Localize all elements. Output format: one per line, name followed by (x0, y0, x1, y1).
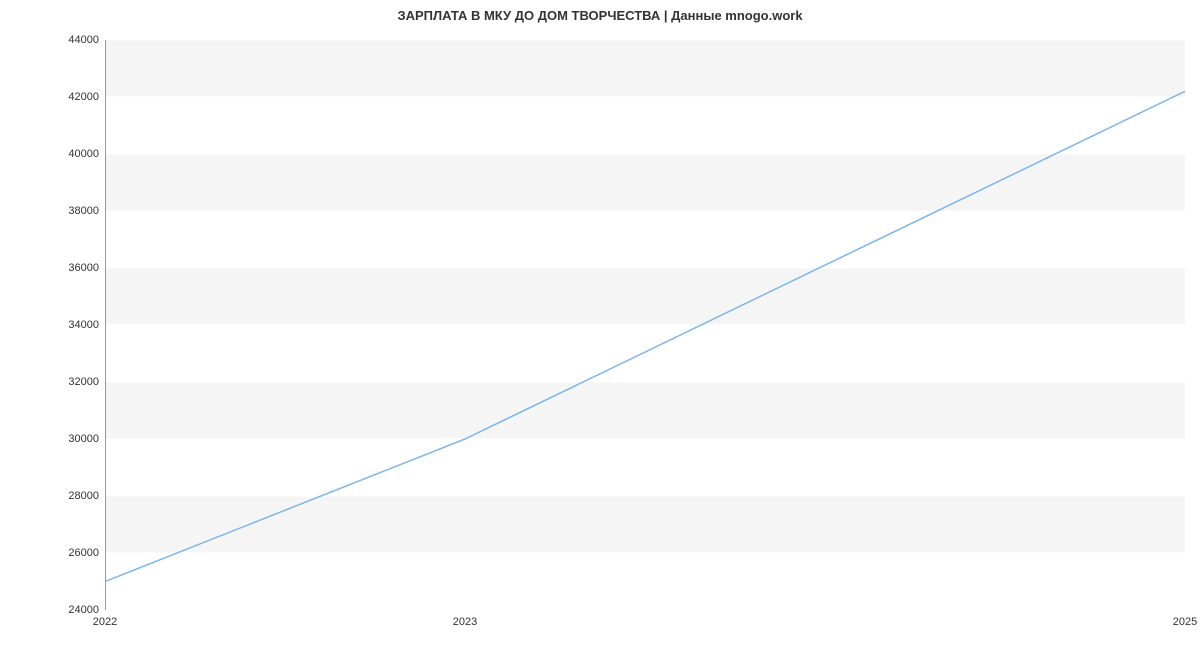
y-tick-label: 26000 (68, 547, 105, 559)
x-tick-label: 2025 (1173, 610, 1197, 628)
x-tick-label: 2022 (93, 610, 117, 628)
chart-title: ЗАРПЛАТА В МКУ ДО ДОМ ТВОРЧЕСТВА | Данны… (0, 8, 1200, 23)
y-tick-label: 30000 (68, 433, 105, 445)
y-tick-label: 32000 (68, 376, 105, 388)
y-tick-label: 34000 (68, 319, 105, 331)
y-tick-label: 44000 (68, 34, 105, 46)
y-tick-label: 38000 (68, 205, 105, 217)
chart-container: ЗАРПЛАТА В МКУ ДО ДОМ ТВОРЧЕСТВА | Данны… (0, 0, 1200, 650)
x-tick-label: 2023 (453, 610, 477, 628)
chart-svg (105, 40, 1185, 610)
y-tick-label: 42000 (68, 91, 105, 103)
y-tick-label: 36000 (68, 262, 105, 274)
y-tick-label: 40000 (68, 148, 105, 160)
y-tick-label: 28000 (68, 490, 105, 502)
plot-area: 2400026000280003000032000340003600038000… (105, 40, 1185, 610)
